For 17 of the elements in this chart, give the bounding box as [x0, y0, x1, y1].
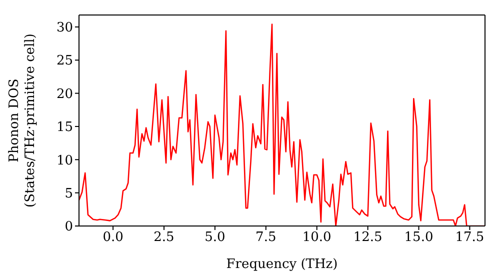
x-tick-label: 5.0	[204, 230, 226, 246]
y-tick-label: 20	[56, 86, 73, 102]
x-tick-label: 12.5	[353, 230, 382, 246]
x-tick-label: 15.0	[404, 230, 434, 246]
x-tick-label: 17.5	[455, 230, 484, 246]
y-tick-label: 25	[56, 54, 73, 69]
x-tick-label: 7.5	[256, 230, 276, 246]
y-tick-label: 5	[64, 186, 73, 202]
y-tick-label: 10	[56, 153, 73, 168]
x-tick-label: 10.0	[302, 230, 332, 246]
x-tick-label: 2.5	[154, 230, 174, 246]
y-tick-label: 30	[56, 20, 73, 36]
y-tick-label: 15	[56, 120, 73, 136]
x-axis-title: Frequency (THz)	[226, 257, 338, 272]
x-tick-label: 0.0	[102, 230, 124, 246]
y-tick-label: 0	[64, 220, 73, 235]
y-axis-title: Phonon DOS (States/THz·primitive cell)	[7, 33, 38, 208]
